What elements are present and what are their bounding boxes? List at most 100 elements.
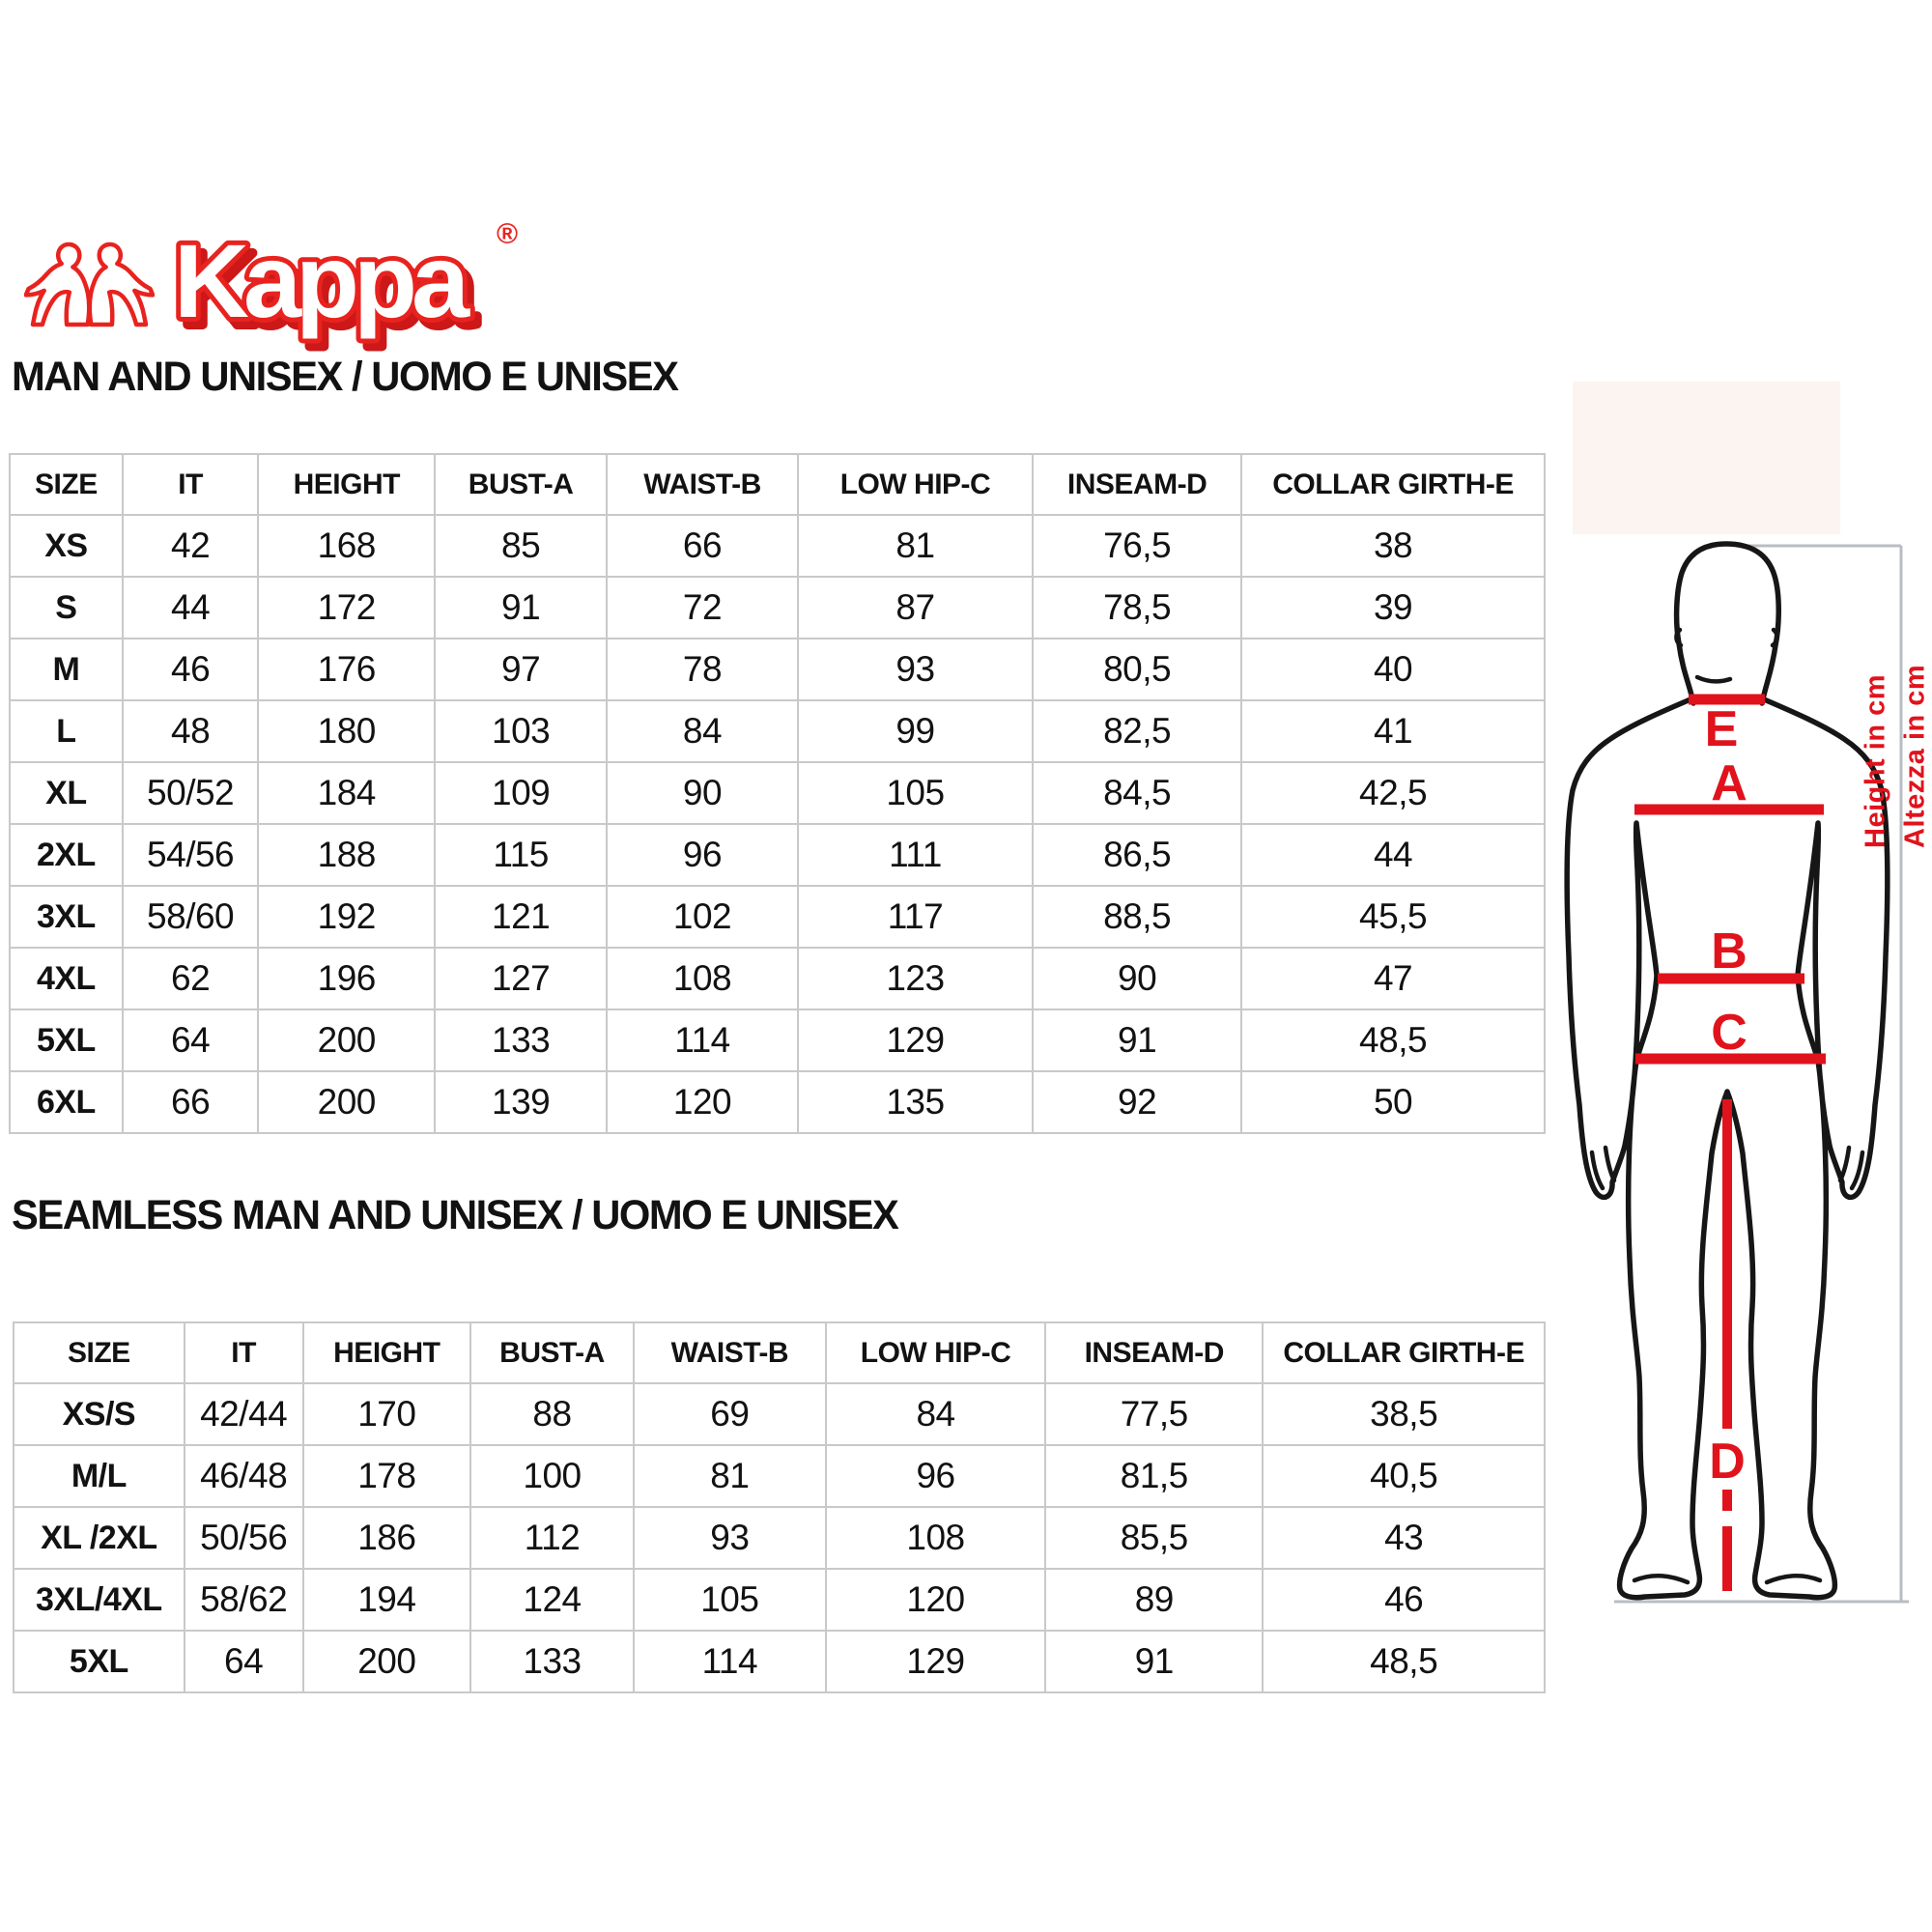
value-cell: 200: [257, 1009, 437, 1072]
table-row: 5XL 64 200 133 114 129 91 48,5: [13, 1630, 1546, 1693]
value-cell: 172: [257, 576, 437, 639]
value-cell: 39: [1240, 576, 1546, 639]
value-cell: 188: [257, 823, 437, 887]
value-cell: 133: [469, 1630, 635, 1693]
value-cell: 81: [796, 514, 1035, 578]
label-lowhip-C: C: [1711, 1005, 1747, 1061]
value-cell: 102: [606, 885, 799, 949]
value-cell: 194: [301, 1568, 472, 1632]
header-row: SIZE IT HEIGHT BUST-A WAIST-B LOW HIP-C INSEAM…: [13, 1321, 1546, 1384]
body-measurement-diagram: E A B C D: [1564, 541, 1909, 1604]
table-row: XS 42 168 85 66 81 76,5 38: [9, 514, 1546, 578]
value-cell: 124: [469, 1568, 635, 1632]
value-cell: 50/52: [121, 761, 260, 825]
value-cell: 81,5: [1044, 1444, 1264, 1508]
value-cell: 93: [796, 638, 1035, 701]
value-cell: 120: [606, 1070, 799, 1134]
column-header: IT: [183, 1321, 304, 1384]
size-cell: 6XL: [9, 1070, 124, 1134]
value-cell: 123: [796, 947, 1035, 1010]
header-row: SIZE IT HEIGHT BUST-A WAIST-B LOW HIP-C INSEAM…: [9, 453, 1546, 516]
size-table-man-unisex: SIZE IT HEIGHT BUST-A WAIST-B LOW HIP-C INSEAM…: [9, 453, 1546, 1134]
value-cell: 93: [632, 1506, 827, 1570]
body-detail-lines: [1589, 627, 1865, 1585]
value-cell: 44: [121, 576, 260, 639]
value-cell: 103: [434, 699, 609, 763]
size-cell: M: [9, 638, 124, 701]
label-waist-B: B: [1711, 923, 1747, 980]
column-header: BUST-A: [469, 1321, 635, 1384]
value-cell: 108: [824, 1506, 1047, 1570]
value-cell: 40: [1240, 638, 1546, 701]
value-cell: 50: [1240, 1070, 1546, 1134]
table-row: 4XL 62 196 127 108 123 90 47: [9, 947, 1546, 1010]
wordmark-shadow: Kappa: [181, 230, 477, 347]
value-cell: 176: [257, 638, 437, 701]
column-header: BUST-A: [434, 453, 609, 516]
size-cell: 5XL: [9, 1009, 124, 1072]
value-cell: 200: [257, 1070, 437, 1134]
value-cell: 135: [796, 1070, 1035, 1134]
label-inseam-D: D: [1709, 1434, 1746, 1490]
value-cell: 43: [1262, 1506, 1546, 1570]
kappa-wordmark: Kappa Kappa: [169, 217, 488, 352]
size-cell: L: [9, 699, 124, 763]
size-cell: 4XL: [9, 947, 124, 1010]
value-cell: 112: [469, 1506, 635, 1570]
value-cell: 58/62: [183, 1568, 304, 1632]
value-cell: 84: [824, 1382, 1047, 1446]
value-cell: 90: [606, 761, 799, 825]
kappa-logo: Kappa Kappa ®: [21, 203, 562, 352]
value-cell: 42/44: [183, 1382, 304, 1446]
value-cell: 87: [796, 576, 1035, 639]
value-cell: 45,5: [1240, 885, 1546, 949]
value-cell: 50/56: [183, 1506, 304, 1570]
value-cell: 64: [183, 1630, 304, 1693]
value-cell: 76,5: [1032, 514, 1243, 578]
value-cell: 42: [121, 514, 260, 578]
value-cell: 129: [824, 1630, 1047, 1693]
value-cell: 129: [796, 1009, 1035, 1072]
table-row: 3XL/4XL 58/62 194 124 105 120 89 46: [13, 1568, 1546, 1632]
value-cell: 85: [434, 514, 609, 578]
value-cell: 88,5: [1032, 885, 1243, 949]
value-cell: 89: [1044, 1568, 1264, 1632]
table-row: 3XL 58/60 192 121 102 117 88,5 45,5: [9, 885, 1546, 949]
value-cell: 133: [434, 1009, 609, 1072]
label-collar-E: E: [1705, 701, 1739, 757]
column-header: INSEAM-D: [1044, 1321, 1264, 1384]
value-cell: 46/48: [183, 1444, 304, 1508]
value-cell: 69: [632, 1382, 827, 1446]
table-row: XS/S 42/44 170 88 69 84 77,5 38,5: [13, 1382, 1546, 1446]
column-header: IT: [121, 453, 260, 516]
value-cell: 81: [632, 1444, 827, 1508]
column-header: SIZE: [9, 453, 124, 516]
table-row: M 46 176 97 78 93 80,5 40: [9, 638, 1546, 701]
value-cell: 91: [1044, 1630, 1264, 1693]
value-cell: 77,5: [1044, 1382, 1264, 1446]
size-cell: 3XL/4XL: [13, 1568, 185, 1632]
value-cell: 170: [301, 1382, 472, 1446]
value-cell: 48,5: [1262, 1630, 1546, 1693]
value-cell: 96: [824, 1444, 1047, 1508]
column-header: LOW HIP-C: [796, 453, 1035, 516]
value-cell: 66: [606, 514, 799, 578]
value-cell: 42,5: [1240, 761, 1546, 825]
size-cell: XS/S: [13, 1382, 185, 1446]
value-cell: 105: [796, 761, 1035, 825]
value-cell: 121: [434, 885, 609, 949]
value-cell: 54/56: [121, 823, 260, 887]
table-row: M/L 46/48 178 100 81 96 81,5 40,5: [13, 1444, 1546, 1508]
size-cell: XS: [9, 514, 124, 578]
value-cell: 196: [257, 947, 437, 1010]
size-cell: M/L: [13, 1444, 185, 1508]
table-row: 5XL 64 200 133 114 129 91 48,5: [9, 1009, 1546, 1072]
value-cell: 184: [257, 761, 437, 825]
kappa-omini-icon: [24, 242, 155, 327]
size-cell: XL /2XL: [13, 1506, 185, 1570]
value-cell: 192: [257, 885, 437, 949]
size-cell: 5XL: [13, 1630, 185, 1693]
size-cell: XL: [9, 761, 124, 825]
column-header: HEIGHT: [257, 453, 437, 516]
value-cell: 200: [301, 1630, 472, 1693]
